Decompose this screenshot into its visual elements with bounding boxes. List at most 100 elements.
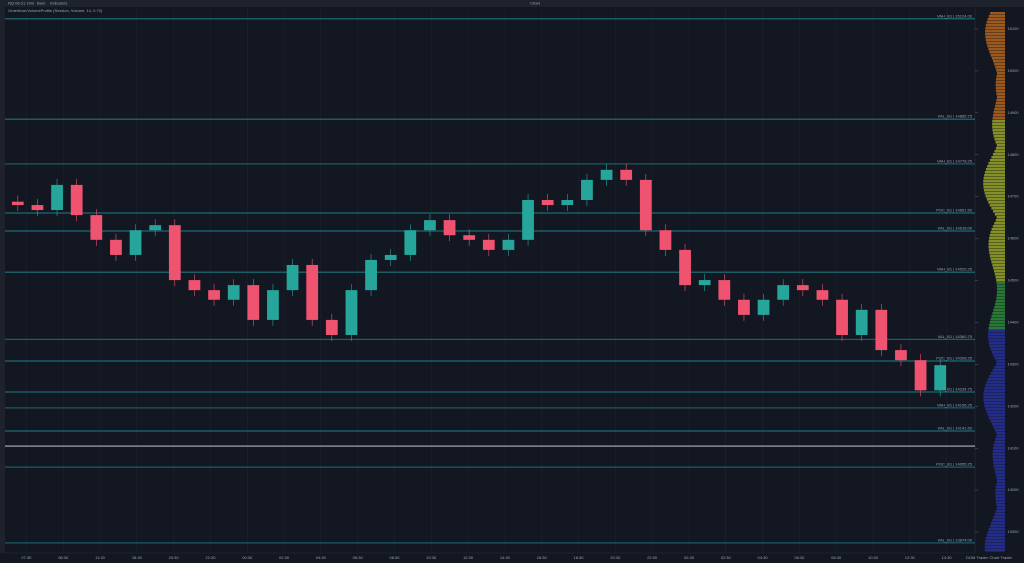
volume-profile-bar xyxy=(989,255,1005,258)
volume-profile-bar xyxy=(996,93,1005,96)
menu-item[interactable]: Indicators xyxy=(50,1,67,6)
price-label: 14000 xyxy=(1007,487,1019,492)
candle xyxy=(934,365,947,391)
time-label: 04:30 xyxy=(758,555,769,560)
volume-profile-bar xyxy=(989,159,1005,162)
volume-profile-bar xyxy=(984,549,1005,552)
volume-profile-bar xyxy=(992,459,1005,462)
instrument[interactable]: NQ 06-21 10m xyxy=(8,1,35,6)
volume-profile-bar xyxy=(995,300,1005,303)
volume-profile-bar xyxy=(990,318,1005,321)
menu-item[interactable]: Bars xyxy=(37,1,45,6)
volume-profile-bar xyxy=(987,531,1005,534)
volume-profile-bar xyxy=(989,51,1005,54)
volume-profile-bar xyxy=(996,360,1005,363)
volume-profile-bar xyxy=(996,75,1005,78)
time-label: 14:30 xyxy=(500,555,511,560)
volume-profile-bar xyxy=(989,234,1005,237)
candle xyxy=(561,200,574,206)
volume-profile-bar xyxy=(985,537,1005,540)
time-label: 02:30 xyxy=(721,555,732,560)
volume-profile-bar xyxy=(986,411,1005,414)
price-label: 14900 xyxy=(1007,110,1019,115)
volume-profile-bar xyxy=(995,66,1005,69)
volume-profile-bar xyxy=(994,273,1005,276)
candle xyxy=(463,235,476,240)
volume-profile-bar xyxy=(991,261,1005,264)
volume-profile-bar xyxy=(995,81,1005,84)
volume-profile-bar xyxy=(991,315,1005,318)
candle xyxy=(247,285,260,320)
volume-profile-bar xyxy=(987,165,1005,168)
candle xyxy=(404,230,417,255)
price-label: 14200 xyxy=(1007,403,1019,408)
time-axis xyxy=(0,553,1024,563)
candle xyxy=(325,319,338,335)
candle xyxy=(208,290,220,300)
volume-profile-bar xyxy=(994,441,1005,444)
time-label: 08:30 xyxy=(58,555,69,560)
volume-profile-bar xyxy=(991,156,1005,159)
candle xyxy=(502,239,515,250)
volume-profile-bar xyxy=(988,162,1005,165)
volume-profile-bar xyxy=(995,501,1005,504)
candle xyxy=(227,285,240,300)
volume-profile-bar xyxy=(988,15,1005,18)
footer-button[interactable]: DOM Trader xyxy=(966,555,989,560)
candle xyxy=(895,350,907,361)
time-label: 10:30 xyxy=(426,555,437,560)
volume-profile-bar xyxy=(992,369,1005,372)
volume-profile-bar xyxy=(983,399,1005,402)
footer-button[interactable]: Chart Trader xyxy=(990,555,1013,560)
volume-profile-bar xyxy=(991,522,1005,525)
candle xyxy=(365,259,377,291)
price-label: 14300 xyxy=(1007,361,1019,366)
volume-profile-bar xyxy=(985,24,1005,27)
volume-profile-bar xyxy=(996,78,1005,81)
volume-profile-bar xyxy=(993,135,1005,138)
volume-profile-bar xyxy=(994,357,1005,360)
price-label: 14700 xyxy=(1007,194,1019,199)
volume-profile-bar xyxy=(984,387,1005,390)
volume-profile-bar xyxy=(991,207,1005,210)
volume-profile-bar xyxy=(990,348,1005,351)
volume-profile-bar xyxy=(983,402,1005,405)
volume-profile-bar xyxy=(995,474,1005,477)
volume-profile-bar xyxy=(992,123,1005,126)
candle xyxy=(522,200,534,240)
volume-profile-bar xyxy=(988,249,1005,252)
volume-profile-bar xyxy=(984,171,1005,174)
volume-profile-bar xyxy=(988,528,1005,531)
volume-profile-bar xyxy=(992,225,1005,228)
volume-profile-bar xyxy=(994,429,1005,432)
level-label: POC_B1 | 14661.50 xyxy=(936,208,973,213)
level-label: VAL_B1 | 14885.75 xyxy=(938,114,973,119)
volume-profile-bar xyxy=(984,192,1005,195)
volume-profile-bar xyxy=(992,153,1005,156)
volume-profile-bar xyxy=(994,468,1005,471)
volume-profile-bar xyxy=(985,33,1005,36)
volume-profile-bar xyxy=(989,324,1005,327)
volume-profile-bar xyxy=(995,495,1005,498)
volume-profile-bar xyxy=(996,363,1005,366)
volume-profile-bar xyxy=(996,504,1005,507)
volume-profile-bar xyxy=(995,87,1005,90)
volume-profile-bar xyxy=(996,477,1005,480)
volume-profile-bar xyxy=(995,471,1005,474)
volume-profile-bar xyxy=(996,297,1005,300)
volume-profile-bar xyxy=(990,12,1005,15)
volume-profile-bar xyxy=(995,147,1005,150)
volume-profile-bar xyxy=(996,144,1005,147)
title-bar xyxy=(0,0,1024,7)
volume-profile-bar xyxy=(995,498,1005,501)
volume-profile-bar xyxy=(985,168,1005,171)
volume-profile-bar xyxy=(988,240,1005,243)
volume-profile-bar xyxy=(988,336,1005,339)
volume-profile-bar xyxy=(983,180,1005,183)
candle xyxy=(286,264,299,291)
volume-profile-bar xyxy=(984,174,1005,177)
volume-profile-bar xyxy=(988,48,1005,51)
volume-profile-bar xyxy=(989,321,1005,324)
